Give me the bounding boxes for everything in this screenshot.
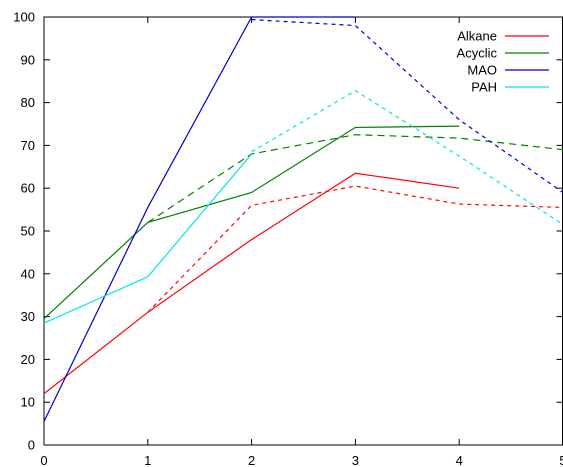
y-tick-label: 90 <box>21 52 35 67</box>
y-tick-label: 30 <box>21 309 35 324</box>
series-alkane-dashed-line <box>147 185 563 313</box>
x-tick-label: 5 <box>559 453 563 467</box>
y-tick-label: 40 <box>21 266 35 281</box>
y-tick-label: 10 <box>21 395 35 410</box>
series-pah-solid-line <box>43 153 253 324</box>
series-mao-dashed-line <box>251 18 563 193</box>
series-mao-solid-line <box>43 16 356 422</box>
y-tick-label: 70 <box>21 138 35 153</box>
x-tick-label: 4 <box>456 453 463 467</box>
series-alkane-solid-line <box>43 172 460 395</box>
y-axis: 0 10 20 30 40 50 60 70 80 90 100 <box>13 10 563 453</box>
series-acyclic-dashed-line <box>147 134 563 223</box>
series-layer <box>43 16 563 422</box>
legend-label-pah: PAH <box>471 80 497 95</box>
x-tick-label: 2 <box>248 453 255 467</box>
x-tick-label: 0 <box>40 453 47 467</box>
y-tick-label: 20 <box>21 352 35 367</box>
legend: Alkane Acyclic MAO PAH <box>457 29 549 95</box>
y-tick-label: 80 <box>21 95 35 110</box>
series-pah-dashed-line <box>251 89 563 226</box>
x-tick-label: 1 <box>144 453 151 467</box>
legend-label-mao: MAO <box>467 63 497 78</box>
legend-label-alkane: Alkane <box>457 29 497 44</box>
x-axis: 0 1 2 3 4 5 <box>40 17 563 467</box>
y-tick-label: 60 <box>21 181 35 196</box>
series-acyclic-solid-line <box>43 125 460 320</box>
y-tick-label: 0 <box>28 438 35 453</box>
y-tick-label: 50 <box>21 224 35 239</box>
y-tick-label: 100 <box>13 10 35 25</box>
x-tick-label: 3 <box>352 453 359 467</box>
legend-label-acyclic: Acyclic <box>457 46 498 61</box>
